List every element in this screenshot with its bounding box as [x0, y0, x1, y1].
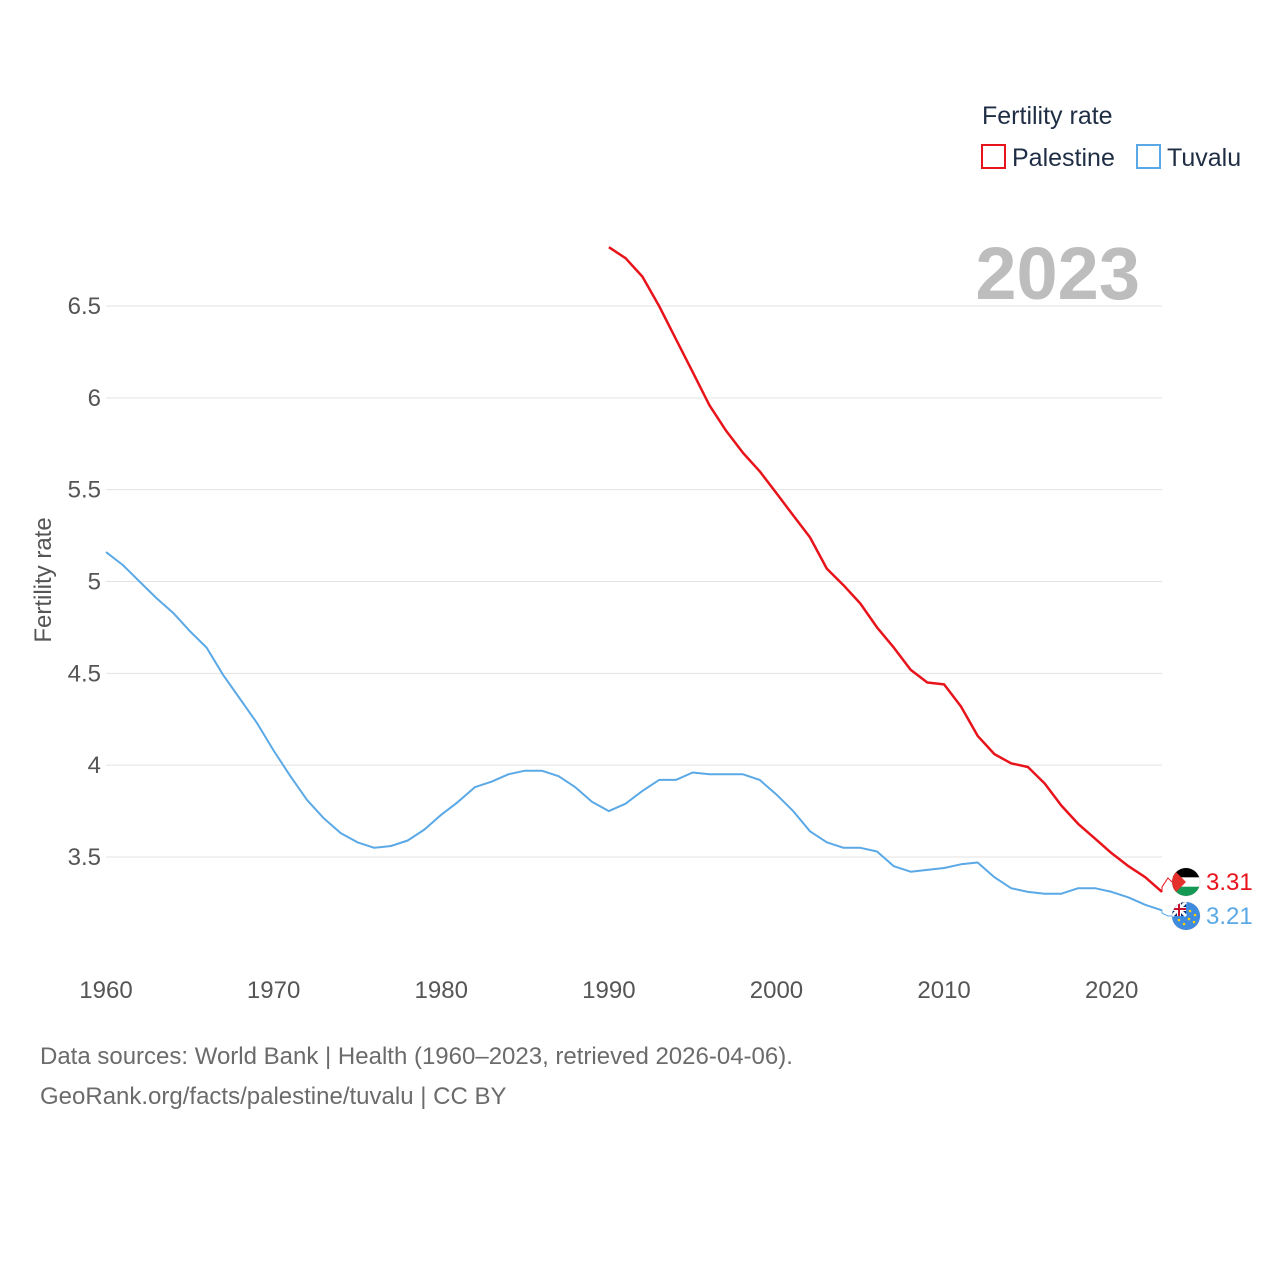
palestine-flag-icon: [1171, 867, 1201, 897]
legend: Fertility rate Palestine Tuvalu: [981, 102, 1241, 172]
series-line-tuvalu: [105, 551, 1163, 912]
x-tick-label: 2010: [917, 977, 970, 1004]
series-line-palestine: [608, 246, 1163, 893]
y-tick-label: 3.5: [68, 844, 101, 871]
end-connector: [1161, 910, 1172, 917]
y-tick-label: 5.5: [68, 477, 101, 504]
legend-label: Tuvalu: [1167, 144, 1241, 172]
x-tick-label: 2000: [750, 977, 803, 1004]
footer-link[interactable]: GeoRank.org/facts/palestine/tuvalu | CC …: [40, 1083, 507, 1110]
end-value-label-palestine: 3.31: [1206, 869, 1253, 896]
tuvalu-flag-icon: [1171, 901, 1201, 931]
series-layer: 3.31 3.21: [105, 246, 1253, 931]
x-tick-label: 1980: [415, 977, 468, 1004]
legend-swatch: [1136, 144, 1161, 169]
footer-source: Data sources: World Bank | Health (1960–…: [40, 1043, 793, 1070]
y-tick-label: 6: [88, 385, 101, 412]
x-tick-label: 1960: [79, 977, 132, 1004]
gridlines: [106, 305, 1162, 858]
x-axis-ticks: 1960 1970 1980 1990 2000 2010 2020: [79, 977, 1138, 1004]
x-tick-label: 1990: [582, 977, 635, 1004]
year-label: 2023: [975, 232, 1140, 315]
x-tick-label: 1970: [247, 977, 300, 1004]
y-axis-title: Fertility rate: [30, 517, 57, 642]
legend-swatch: [981, 144, 1006, 169]
legend-item-tuvalu[interactable]: Tuvalu: [1136, 144, 1241, 172]
y-axis-ticks: 3.5 4 4.5 5 5.5 6 6.5: [68, 293, 101, 871]
legend-title: Fertility rate: [982, 102, 1113, 130]
y-tick-label: 6.5: [68, 293, 101, 320]
legend-label: Palestine: [1012, 144, 1115, 172]
y-tick-label: 4: [88, 752, 101, 779]
legend-item-palestine[interactable]: Palestine: [981, 144, 1115, 172]
end-connector: [1161, 877, 1173, 892]
y-tick-label: 4.5: [68, 660, 101, 687]
y-tick-label: 5: [88, 569, 101, 596]
end-value-label-tuvalu: 3.21: [1206, 903, 1253, 930]
x-tick-label: 2020: [1085, 977, 1138, 1004]
